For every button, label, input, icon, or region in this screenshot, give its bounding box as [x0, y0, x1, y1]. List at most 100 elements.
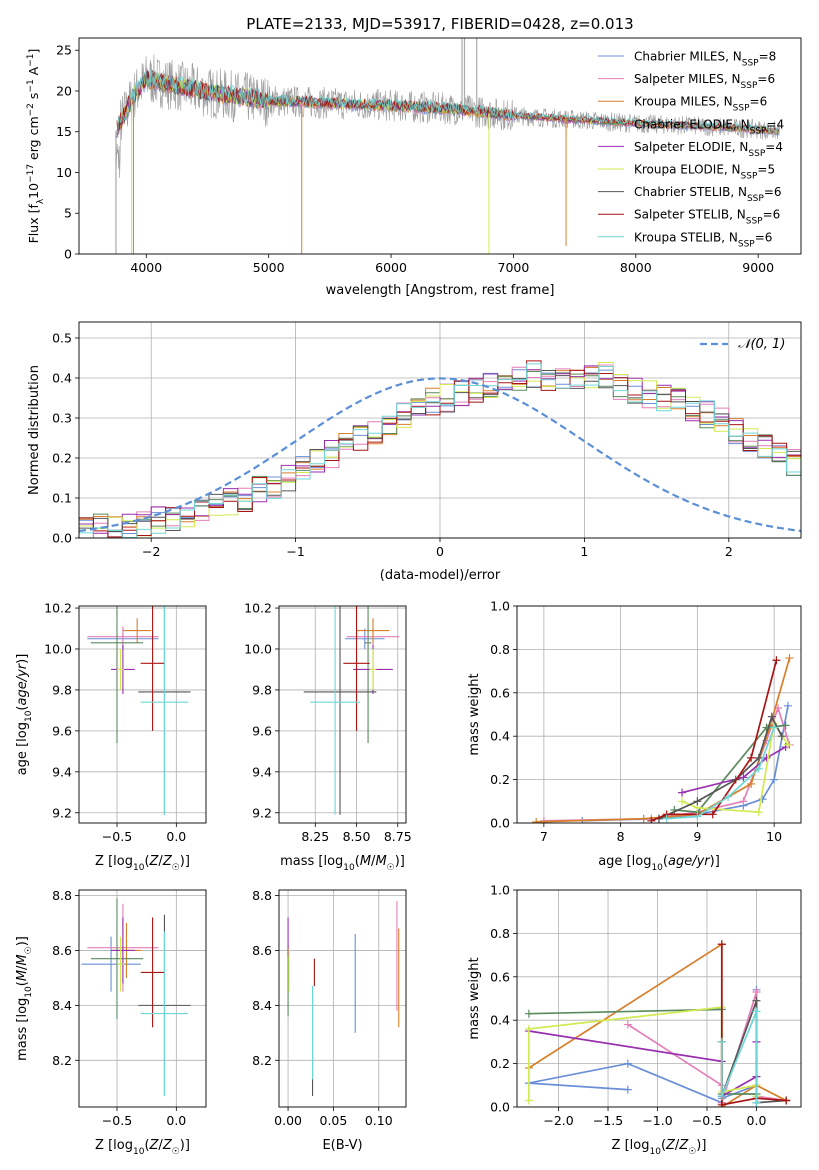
y-tick-label: 8.6 — [252, 943, 272, 958]
panel-mass_vs_EBV: 0.00 0.05 0.10 8.2 8.4 8.6 8.8 E(B-V) — [252, 888, 407, 1153]
x-tick-label: 0 — [436, 544, 444, 559]
label-part: −2 — [26, 103, 36, 116]
histogram-step — [79, 365, 801, 538]
grid-mass_vs_EBV — [279, 890, 406, 1107]
label-part: Z — [678, 1138, 689, 1153]
label-part: age/yr — [15, 662, 30, 705]
x-axis-label: wavelength [Angstrom, rest frame] — [326, 283, 555, 298]
axes-frame — [78, 889, 207, 1108]
y-tick-label: 9.4 — [52, 764, 72, 779]
y-axis-label: mass weight — [467, 957, 482, 1039]
y-tick-label: 9.6 — [52, 723, 72, 738]
label-part: Z [log — [612, 1138, 650, 1153]
weight-line — [658, 714, 783, 820]
weight-marker — [752, 996, 761, 1005]
panel-age_vs_Z: −0.5 0.09.29.49.69.810.010.2Z [log10(Z/Z☉… — [15, 601, 207, 873]
label-part: M — [360, 854, 371, 869]
weight-marker — [772, 656, 781, 665]
weight-marker — [752, 1007, 761, 1016]
label-part: mass [log — [280, 854, 343, 869]
label-part: SSP — [750, 126, 767, 136]
label-part: =5 — [757, 163, 775, 177]
weight-marker — [747, 779, 756, 788]
y-tick-label: 0.0 — [490, 816, 510, 831]
weight-marker — [717, 940, 726, 949]
panel-mass_weight_vs_Z: −2.0 −1.5 −1.0 −0.5 0.0 0.0 0.2 0.4 0.6 0.8 1.0 Z [… — [467, 883, 802, 1157]
y-tick-label: 0.4 — [52, 371, 72, 386]
y-tick-label: 9.8 — [252, 682, 272, 697]
x-tick-label: 4000 — [130, 260, 162, 275]
y-tick-label: 0.5 — [52, 331, 72, 346]
legend-entry: 𝒩(0, 1) — [738, 337, 785, 352]
x-tick-label: 0.10 — [365, 1113, 393, 1128]
label-part: age [log — [598, 854, 651, 869]
label-part: ( — [144, 1138, 149, 1153]
x-tick-label: −1.5 — [593, 1113, 623, 1128]
x-tick-label: −0.5 — [102, 829, 132, 844]
histogram-step — [79, 362, 801, 538]
weight-marker — [770, 723, 779, 732]
label-part: SSP — [742, 59, 759, 69]
x-tick-label: 0.00 — [274, 1113, 302, 1128]
x-tick-label: 10 — [766, 829, 782, 844]
weight-marker — [717, 1037, 726, 1046]
plot-area-mass_weight_vs_Z — [524, 940, 791, 1107]
y-tick-label: 8.4 — [252, 998, 272, 1013]
x-tick-label: 2 — [725, 544, 733, 559]
label-part: Z — [149, 854, 160, 869]
y-tick-label: 0.4 — [490, 1013, 510, 1028]
y-tick-label: 0.2 — [490, 772, 510, 787]
histogram-step — [79, 366, 801, 538]
legend-entry: Salpeter STELIB, NSSP=6 — [634, 208, 780, 227]
grid-mass_vs_Z — [79, 890, 206, 1107]
label-part: erg cm — [26, 116, 41, 164]
y-tick-label: 9.2 — [52, 805, 72, 820]
weight-marker — [717, 1100, 726, 1107]
grid-mass_weight_vs_age — [517, 605, 801, 824]
weight-line — [720, 944, 787, 1106]
label-part: ( — [144, 854, 149, 869]
label-part: Kroupa MILES, N — [634, 95, 733, 109]
weight-marker — [754, 764, 763, 773]
plot-area-residuals — [79, 360, 801, 538]
panel-mass_vs_Z: −0.5 0.08.28.48.68.8Z [log10(Z/Z☉)]mass [… — [15, 888, 207, 1157]
legend-entry: Kroupa STELIB, NSSP=6 — [634, 230, 772, 249]
label-part: 10 — [133, 1147, 145, 1157]
panel-spectrum: 4000 5000 6000 7000 8000 9000 0 5 10 15 20 25 wavele… — [26, 37, 802, 298]
x-tick-label: 7 — [540, 829, 548, 844]
label-part: / — [158, 854, 163, 869]
axes-frame — [278, 889, 407, 1108]
weight-marker — [747, 753, 756, 762]
x-axis-label: (data-model)/error — [380, 568, 501, 583]
label-part: SSP — [741, 81, 758, 91]
y-tick-label: 0.6 — [490, 685, 510, 700]
label-part: Chabrier MILES, N — [634, 50, 742, 64]
histogram-step — [79, 363, 801, 538]
y-tick-label: 8.2 — [252, 1053, 272, 1068]
x-tick-label: 9 — [693, 829, 701, 844]
x-axis-label: Z [log10(Z/Z☉)] — [95, 854, 190, 873]
y-tick-label: 25 — [56, 43, 72, 58]
label-part: A — [26, 66, 41, 79]
label-part: Salpeter ELODIE, N — [634, 140, 748, 154]
y-tick-label: 10.2 — [44, 601, 72, 616]
weight-marker — [524, 1024, 533, 1033]
label-part: ☉ — [387, 863, 395, 873]
label-part: SSP — [746, 217, 763, 227]
y-tick-label: 9.6 — [252, 723, 272, 738]
plot-area-mass_weight_vs_age — [532, 654, 794, 823]
label-part: ☉ — [172, 863, 180, 873]
label-part: 10 — [651, 863, 663, 873]
y-tick-label: 10.0 — [244, 641, 272, 656]
y-tick-label: 5 — [64, 206, 72, 221]
label-part: =4 — [766, 117, 784, 131]
y-tick-label: 10.0 — [44, 641, 72, 656]
x-axis-label: age [log10(age/yr)] — [598, 854, 720, 873]
y-tick-label: 0.2 — [490, 1056, 510, 1071]
y-tick-label: 0.8 — [490, 926, 510, 941]
weight-marker — [623, 1020, 632, 1029]
label-part: 10 — [24, 986, 34, 998]
label-part: )] — [395, 854, 405, 869]
